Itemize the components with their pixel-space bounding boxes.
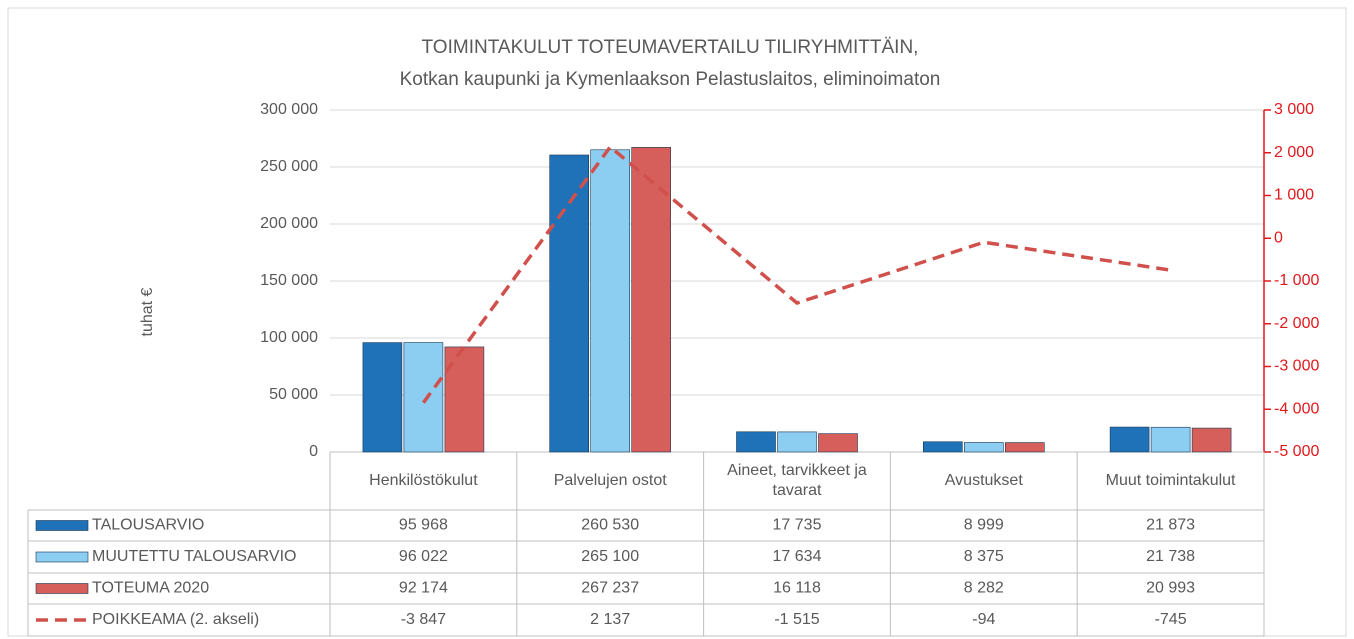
legend-label: POIKKEAMA (2. akseli) xyxy=(92,611,259,628)
bar xyxy=(403,342,444,453)
legend-key xyxy=(35,520,89,531)
legend-label: TOTEUMA 2020 xyxy=(92,580,209,597)
table-value: 267 237 xyxy=(581,580,639,597)
chart-frame xyxy=(7,7,1347,637)
bar xyxy=(922,441,963,453)
chart-subtitle: Kotkan kaupunki ja Kymenlaakson Pelastus… xyxy=(400,69,941,90)
table-value: 96 022 xyxy=(399,548,448,565)
table-value: 21 873 xyxy=(1146,517,1195,534)
legend-key xyxy=(35,583,89,594)
table-value: -94 xyxy=(972,611,995,628)
y2-tick-label: -2 000 xyxy=(1274,315,1319,332)
x-tick-label: Palvelujen ostot xyxy=(553,472,667,489)
y2-tick-label: -3 000 xyxy=(1274,358,1319,375)
y2-tick-label: -5 000 xyxy=(1274,443,1319,460)
bar xyxy=(549,154,590,453)
y2-tick-label: 3 000 xyxy=(1274,101,1314,118)
bar xyxy=(818,433,858,453)
table-value: 265 100 xyxy=(581,548,639,565)
category-cell: Muut toimintakulut xyxy=(1105,472,1236,489)
table-value: 8 999 xyxy=(964,517,1004,534)
bar xyxy=(777,431,817,453)
table-value: 260 530 xyxy=(581,517,639,534)
y2-tick-label: 1 000 xyxy=(1274,187,1314,204)
table-value: -745 xyxy=(1155,611,1187,628)
y-axis-label: tuhat € xyxy=(139,287,156,336)
chart-title: TOIMINTAKULUT TOTEUMAVERTAILU TILIRYHMIT… xyxy=(422,37,919,58)
line xyxy=(421,144,1171,404)
x-tick-label: Avustukset xyxy=(944,472,1023,489)
category-cell: Henkilöstökulut xyxy=(369,472,478,489)
table-value: 21 738 xyxy=(1146,548,1195,565)
y-tick-label: 100 000 xyxy=(260,329,318,346)
bar xyxy=(963,442,1004,453)
bar xyxy=(631,147,672,453)
table-value: 17 735 xyxy=(773,517,822,534)
table-value: 92 174 xyxy=(399,580,448,597)
bar xyxy=(1109,426,1150,453)
x-tick-label: Henkilöstökulut xyxy=(369,472,478,489)
legend-key xyxy=(35,551,89,563)
bar xyxy=(590,149,631,453)
y-tick-label: 50 000 xyxy=(269,386,318,403)
legend-label: MUUTETTU TALOUSARVIO xyxy=(92,548,296,565)
table-value: 16 118 xyxy=(773,580,821,597)
y2-tick-label: -4 000 xyxy=(1274,400,1319,417)
bar xyxy=(1004,442,1045,453)
category-cell: Palvelujen ostot xyxy=(553,472,667,489)
y-tick-label: 150 000 xyxy=(260,272,318,289)
table-value: 20 993 xyxy=(1146,580,1195,597)
y2-tick-label: 0 xyxy=(1274,229,1283,246)
table-value: 2 137 xyxy=(590,611,630,628)
y-tick-label: 0 xyxy=(309,443,318,460)
legend-label: TALOUSARVIO xyxy=(92,517,204,534)
x-tick-label: Aineet, tarvikkeet ja tavarat xyxy=(727,462,867,499)
table-value: 8 282 xyxy=(964,580,1004,597)
x-tick-label: Muut toimintakulut xyxy=(1105,472,1236,489)
y2-tick-label: 2 000 xyxy=(1274,144,1314,161)
table-value: -1 515 xyxy=(774,611,819,628)
bar xyxy=(362,342,403,453)
table-value: 17 634 xyxy=(773,548,822,565)
y2-tick-label: -1 000 xyxy=(1274,272,1319,289)
bar xyxy=(1191,427,1232,453)
category-cell: Avustukset xyxy=(944,472,1023,489)
table-value: 95 968 xyxy=(399,517,448,534)
table-value: 8 375 xyxy=(964,548,1004,565)
y-tick-label: 200 000 xyxy=(260,215,318,232)
table-value: -3 847 xyxy=(401,611,446,628)
bar xyxy=(1150,426,1191,453)
y-tick-label: 300 000 xyxy=(260,101,318,118)
bar xyxy=(736,431,776,453)
y-tick-label: 250 000 xyxy=(260,158,318,175)
category-cell: Aineet, tarvikkeet ja tavarat xyxy=(727,462,867,499)
